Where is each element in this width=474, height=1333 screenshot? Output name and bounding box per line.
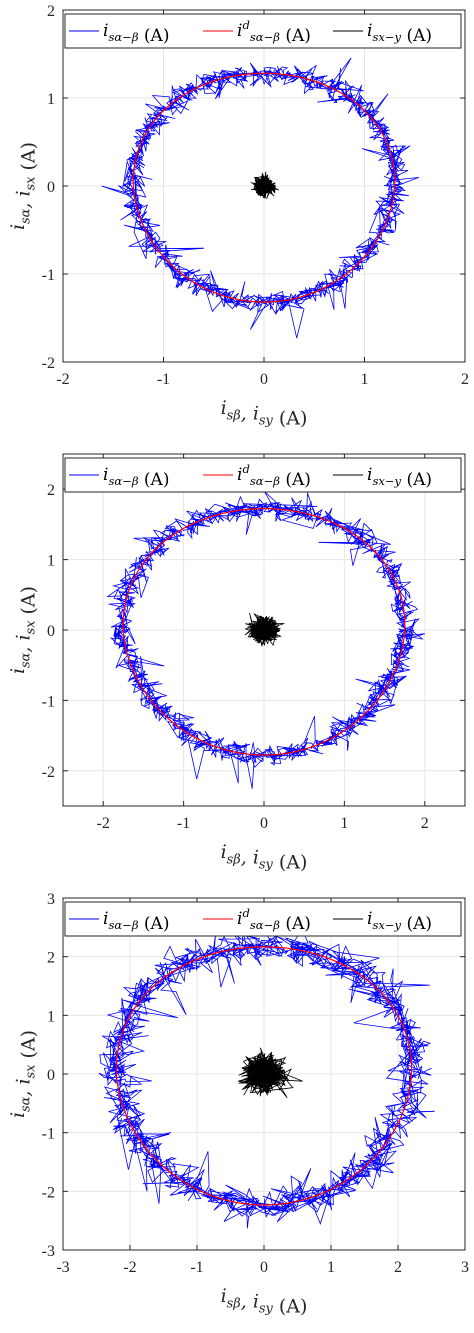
x-tick-label: 0 xyxy=(260,371,268,388)
y-axis-label: isα, isx (A) xyxy=(7,1030,40,1118)
series-measured-alpha-beta xyxy=(101,57,420,339)
chart-3: -3 -2 -1 0 1 2 3 -3 -2 -1 0 1 2 3 isβ, isy (A) isα, isx… xyxy=(7,891,469,1318)
y-tick-label: -1 xyxy=(42,267,55,284)
y-tick-label: 0 xyxy=(47,1067,55,1084)
chart-2: -2 -1 0 1 2 -2 -1 0 1 2 isβ, isy (A) isα, isx (A) is… xyxy=(7,453,466,874)
y-tick-label: 1 xyxy=(47,553,55,570)
legend-label: isα−β (A) xyxy=(103,21,169,46)
x-tick-label: 0 xyxy=(260,1259,268,1276)
legend-label: idsα−β (A) xyxy=(237,18,311,46)
y-tick-label: -2 xyxy=(42,764,55,781)
legend-label: isx−y (A) xyxy=(367,465,432,490)
y-tick-label: 1 xyxy=(47,1008,55,1025)
series-x-y xyxy=(250,171,280,200)
y-tick-label: 2 xyxy=(47,3,55,20)
x-tick-label: 2 xyxy=(461,371,469,388)
series-reference-alpha-beta xyxy=(115,946,413,1206)
series-x-y xyxy=(237,1047,303,1099)
legend-label: isx−y (A) xyxy=(367,21,432,46)
legend-label: isα−β (A) xyxy=(103,909,169,934)
x-tick-label: -2 xyxy=(123,1259,136,1276)
series-x-y xyxy=(244,612,285,648)
chart-1: -2 -1 0 1 2 -2 -1 0 1 2 isβ, isy (A) isα, isx (A) is… xyxy=(7,3,469,430)
x-tick-label: 0 xyxy=(260,815,268,832)
y-tick-label: -3 xyxy=(42,1243,55,1260)
y-tick-label: 0 xyxy=(47,623,55,640)
series-measured-alpha-beta xyxy=(106,482,426,789)
y-tick-label: -2 xyxy=(42,355,55,372)
x-tick-label: -1 xyxy=(157,371,170,388)
legend-label: idsα−β (A) xyxy=(237,906,311,934)
x-axis-label: isβ, isy (A) xyxy=(221,841,308,874)
x-tick-label: -3 xyxy=(56,1259,69,1276)
x-tick-label: 3 xyxy=(461,1259,469,1276)
y-tick-label: 1 xyxy=(47,91,55,108)
legend-label: isα−β (A) xyxy=(103,465,169,490)
x-tick-label: 1 xyxy=(327,1259,335,1276)
x-tick-label: -2 xyxy=(56,371,69,388)
y-tick-label: 2 xyxy=(47,482,55,499)
legend: isα−β (A) idsα−β (A) isx−y (A) xyxy=(64,13,462,49)
x-tick-label: 1 xyxy=(340,815,348,832)
legend: isα−β (A) idsα−β (A) isx−y (A) xyxy=(64,457,462,493)
x-tick-label: -1 xyxy=(177,815,190,832)
y-tick-label: 3 xyxy=(47,891,55,908)
y-tick-label: 2 xyxy=(47,950,55,967)
y-axis-label: isα, isx (A) xyxy=(7,586,40,674)
y-tick-label: 0 xyxy=(47,179,55,196)
series-measured-alpha-beta xyxy=(98,928,435,1229)
legend: isα−β (A) idsα−β (A) isx−y (A) xyxy=(64,901,462,937)
y-tick-label: -1 xyxy=(42,693,55,710)
x-tick-label: 2 xyxy=(421,815,429,832)
x-tick-label: -1 xyxy=(190,1259,203,1276)
x-axis-label: isβ, isy (A) xyxy=(221,397,308,430)
legend-label: idsα−β (A) xyxy=(237,462,311,490)
series-reference-alpha-beta xyxy=(132,72,396,303)
x-tick-label: -2 xyxy=(97,815,110,832)
legend-label: isx−y (A) xyxy=(367,909,432,934)
series-reference-alpha-beta xyxy=(122,507,406,756)
x-tick-label: 1 xyxy=(361,371,369,388)
y-tick-label: -1 xyxy=(42,1126,55,1143)
x-tick-label: 2 xyxy=(394,1259,402,1276)
y-axis-label: isα, isx (A) xyxy=(7,142,40,230)
y-tick-label: -2 xyxy=(42,1184,55,1201)
x-axis-label: isβ, isy (A) xyxy=(221,1285,308,1318)
